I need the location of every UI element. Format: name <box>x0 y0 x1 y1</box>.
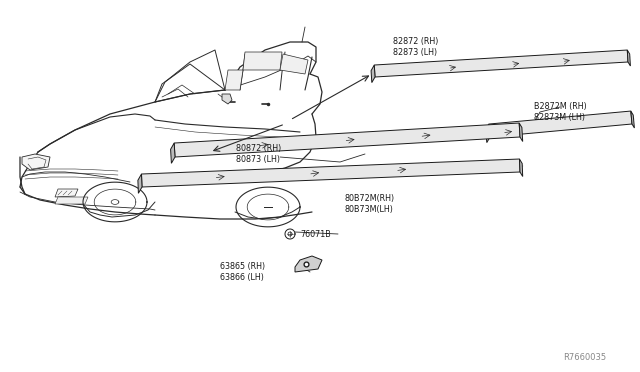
Polygon shape <box>280 54 308 74</box>
Polygon shape <box>141 159 520 187</box>
Polygon shape <box>371 65 375 83</box>
Polygon shape <box>627 50 630 66</box>
Polygon shape <box>295 256 322 272</box>
Text: 76071B: 76071B <box>300 230 331 238</box>
Polygon shape <box>171 143 175 163</box>
Polygon shape <box>631 111 634 128</box>
Text: 80B72M(RH)
80B73M(LH): 80B72M(RH) 80B73M(LH) <box>345 194 395 214</box>
Polygon shape <box>486 124 490 142</box>
Polygon shape <box>519 123 523 141</box>
Polygon shape <box>243 52 282 70</box>
Text: B2872M (RH)
82873M (LH): B2872M (RH) 82873M (LH) <box>534 102 587 122</box>
Polygon shape <box>225 70 243 90</box>
Text: 80872 (RH)
80873 (LH): 80872 (RH) 80873 (LH) <box>236 144 281 164</box>
Polygon shape <box>138 174 142 193</box>
Polygon shape <box>374 50 628 77</box>
Text: R7660035: R7660035 <box>564 353 607 362</box>
Text: 82872 (RH)
82873 (LH): 82872 (RH) 82873 (LH) <box>393 37 438 57</box>
Polygon shape <box>55 189 78 197</box>
Polygon shape <box>222 94 232 104</box>
Polygon shape <box>55 197 88 204</box>
Text: 63865 (RH)
63866 (LH): 63865 (RH) 63866 (LH) <box>220 262 265 282</box>
Polygon shape <box>174 123 520 157</box>
Polygon shape <box>22 154 50 170</box>
Polygon shape <box>520 159 523 176</box>
Polygon shape <box>489 111 632 137</box>
